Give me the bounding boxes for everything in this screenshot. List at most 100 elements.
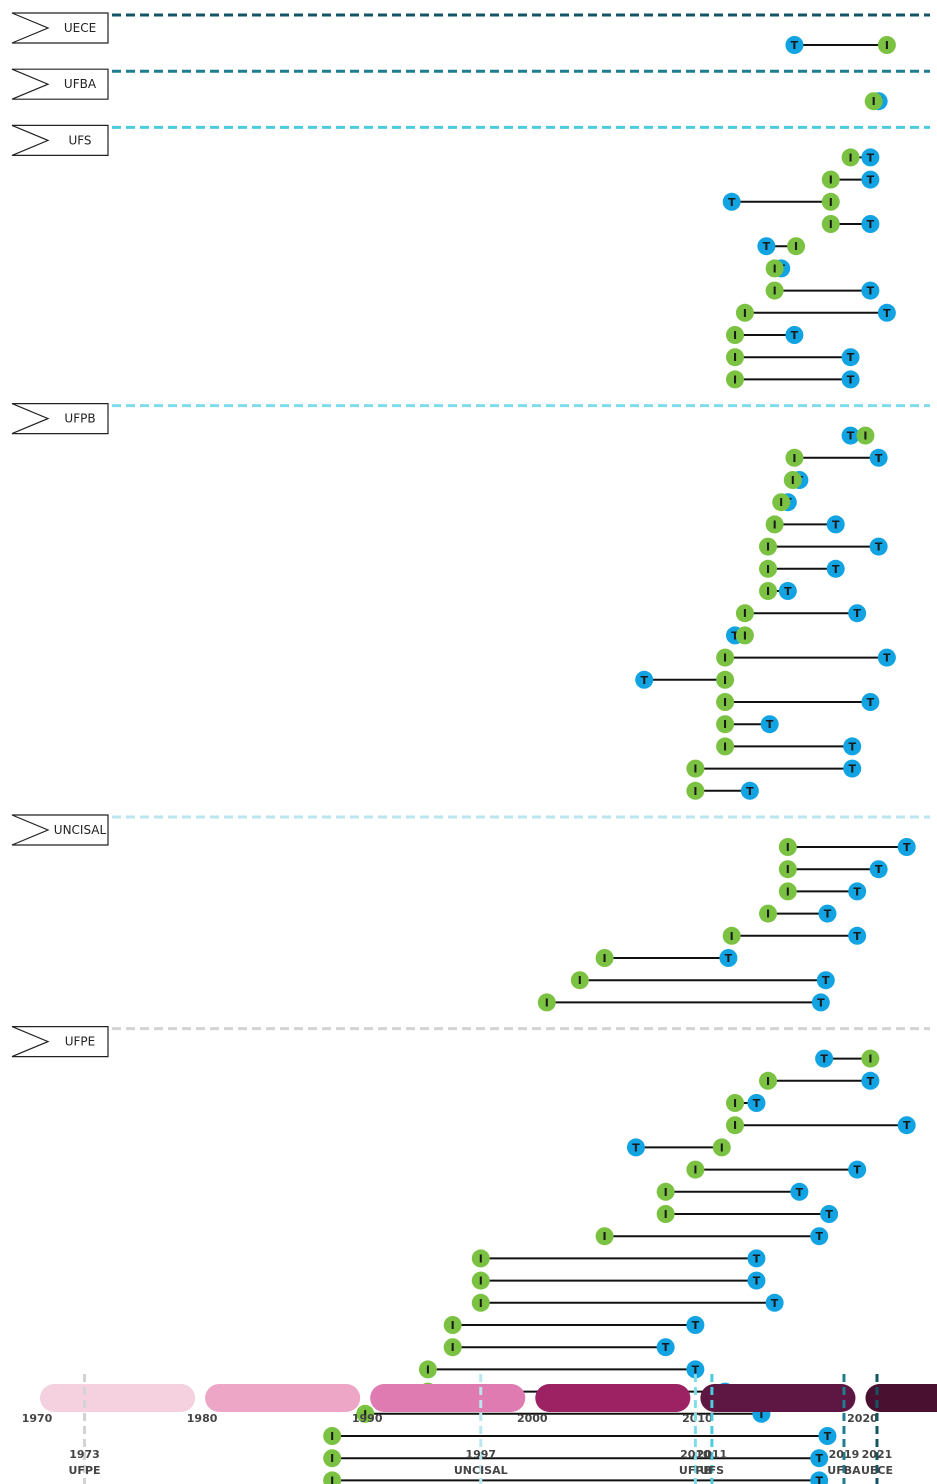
- end-marker-label: T: [766, 718, 774, 731]
- start-marker: [759, 904, 778, 923]
- start-marker-label: I: [451, 1319, 455, 1332]
- end-marker-label: T: [853, 1164, 861, 1177]
- timeline-row: TI: [726, 370, 860, 389]
- start-marker: [443, 1316, 462, 1334]
- group-label: UFBA: [64, 77, 97, 91]
- x-tick-label: 2010: [682, 1412, 713, 1425]
- start-marker: [841, 148, 860, 167]
- start-marker: [537, 993, 556, 1012]
- end-marker-label: T: [875, 452, 883, 465]
- start-marker-label: I: [720, 1141, 724, 1154]
- decade-bar: [40, 1384, 196, 1412]
- end-marker: [861, 281, 880, 300]
- end-marker-label: T: [662, 1341, 670, 1354]
- start-marker: [785, 448, 804, 467]
- start-marker: [735, 303, 754, 322]
- timeline-row: TI: [595, 1227, 829, 1246]
- end-marker-label: T: [903, 841, 911, 854]
- start-marker-label: I: [693, 785, 697, 798]
- end-marker-label: T: [771, 1297, 779, 1310]
- start-marker: [772, 493, 791, 512]
- start-marker: [471, 1271, 490, 1290]
- start-marker-label: I: [743, 607, 747, 620]
- timeline-row: TI: [323, 1427, 837, 1445]
- start-marker-label: I: [451, 1341, 455, 1354]
- group-ufba: UFBA TI: [11, 68, 930, 111]
- end-marker: [869, 860, 888, 879]
- start-marker: [726, 370, 744, 389]
- start-marker: [778, 838, 797, 856]
- start-marker-label: I: [479, 1252, 483, 1265]
- event-name-label: UFPB: [679, 1464, 712, 1477]
- end-marker-label: T: [692, 1363, 700, 1376]
- start-marker: [471, 1293, 490, 1312]
- start-marker-label: I: [829, 218, 833, 231]
- timeline-row: TI: [783, 471, 809, 489]
- timeline-row: TI: [726, 1094, 766, 1112]
- timeline-row: TI: [323, 1449, 829, 1468]
- end-marker-label: T: [853, 607, 861, 620]
- end-marker-label: T: [875, 863, 883, 876]
- timeline-row: TI: [864, 92, 888, 111]
- end-marker-label: T: [815, 1230, 823, 1243]
- start-marker-label: I: [868, 1053, 872, 1066]
- end-marker-label: T: [867, 174, 875, 187]
- timeline-row: TI: [765, 515, 845, 534]
- end-marker-label: T: [791, 329, 799, 342]
- timeline-row: TI: [759, 559, 845, 578]
- end-marker-label: T: [753, 1097, 761, 1110]
- timeline-row: TI: [765, 259, 791, 278]
- start-marker: [778, 882, 797, 901]
- group-flag: [11, 403, 109, 435]
- start-marker-label: I: [791, 474, 795, 487]
- start-marker-label: I: [693, 1164, 697, 1177]
- timeline-row: TI: [443, 1316, 705, 1334]
- end-marker: [841, 426, 860, 445]
- end-marker: [810, 1449, 829, 1468]
- end-marker: [818, 904, 837, 923]
- end-marker-label: T: [867, 285, 875, 298]
- group-label: UFS: [68, 133, 91, 147]
- end-marker-label: T: [848, 740, 856, 753]
- end-marker: [897, 1116, 916, 1135]
- timeline-row: TI: [722, 926, 867, 945]
- end-marker: [656, 1338, 675, 1357]
- start-marker: [722, 926, 741, 945]
- start-marker-label: I: [766, 1075, 770, 1088]
- group-ufs: UFSTITITITITITITITITITITI: [11, 124, 930, 389]
- start-marker-label: I: [794, 240, 798, 253]
- end-marker: [861, 170, 880, 189]
- end-marker: [826, 559, 845, 578]
- start-marker-label: I: [479, 1275, 483, 1288]
- start-marker: [323, 1427, 342, 1445]
- timeline-row: TI: [778, 860, 888, 879]
- end-marker: [820, 1205, 839, 1223]
- start-marker: [726, 1116, 744, 1135]
- start-marker-label: I: [766, 908, 770, 921]
- timeline-row: TI: [785, 448, 888, 467]
- end-marker: [747, 1094, 766, 1112]
- end-marker: [626, 1138, 645, 1157]
- end-marker-label: T: [753, 1252, 761, 1265]
- x-tick-label: 2020: [847, 1412, 878, 1425]
- end-marker: [848, 1160, 867, 1179]
- start-marker-label: I: [426, 1363, 430, 1376]
- end-marker-label: T: [817, 996, 825, 1009]
- end-marker: [818, 1427, 837, 1445]
- start-marker: [856, 426, 875, 445]
- start-marker: [716, 737, 735, 756]
- end-marker-label: T: [847, 351, 855, 364]
- end-marker-label: T: [867, 151, 875, 164]
- start-marker-label: I: [766, 541, 770, 554]
- end-marker-label: T: [847, 373, 855, 386]
- decade-bar: [865, 1384, 937, 1412]
- end-marker: [848, 604, 867, 623]
- end-marker-label: T: [903, 1119, 911, 1132]
- event-year-label: 2019: [829, 1448, 860, 1461]
- end-marker: [635, 670, 654, 689]
- timeline-row: TI: [716, 648, 896, 667]
